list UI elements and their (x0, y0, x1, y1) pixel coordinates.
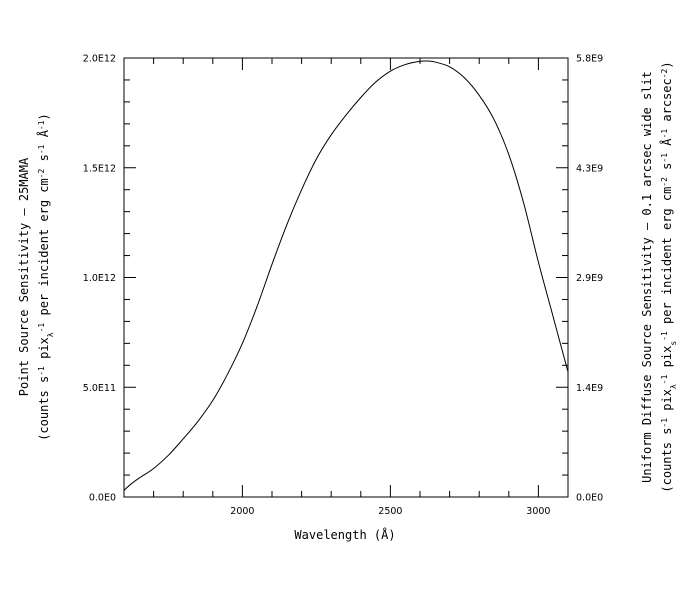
x-axis-title: Wavelength (Å) (294, 527, 395, 542)
y-tick-label: 1.0E12 (83, 273, 116, 284)
x-tick-label: 3000 (526, 506, 550, 517)
y2-tick-label: 1.4E9 (576, 383, 603, 394)
y-tick-labels: 0.0E0 5.0E11 1.0E12 1.5E12 2.0E12 (83, 54, 116, 504)
y-axis-title: Point Source Sensitivity – 25MAMA (17, 157, 31, 396)
y2-tick-labels: 0.0E0 1.4E9 2.9E9 4.3E9 5.8E9 (576, 54, 603, 504)
plot-frame (123, 57, 569, 498)
y-tick-label: 0.0E0 (89, 493, 116, 504)
x-tick-label: 2500 (378, 506, 402, 517)
y2-axis-units: (counts s-1 pixλ-1 pixs-1 per incident e… (659, 61, 678, 492)
y-tick-label: 2.0E12 (83, 54, 116, 65)
x-tick-labels: 2000 2500 3000 (230, 506, 550, 517)
axis-ticks (123, 57, 569, 498)
y-axis-units: (counts s-1 pixλ-1 per incident erg cm-2… (36, 113, 55, 441)
x-tick-label: 2000 (230, 506, 254, 517)
y2-tick-label: 2.9E9 (576, 273, 603, 284)
sensitivity-curve (123, 60, 569, 491)
y2-tick-label: 0.0E0 (576, 493, 603, 504)
y2-tick-label: 4.3E9 (576, 163, 603, 174)
y-tick-label: 5.0E11 (83, 383, 116, 394)
y2-axis-title: Uniform Diffuse Source Sensitivity – 0.1… (640, 71, 654, 483)
y-tick-label: 1.5E12 (83, 163, 116, 174)
y2-tick-label: 5.8E9 (576, 54, 603, 65)
